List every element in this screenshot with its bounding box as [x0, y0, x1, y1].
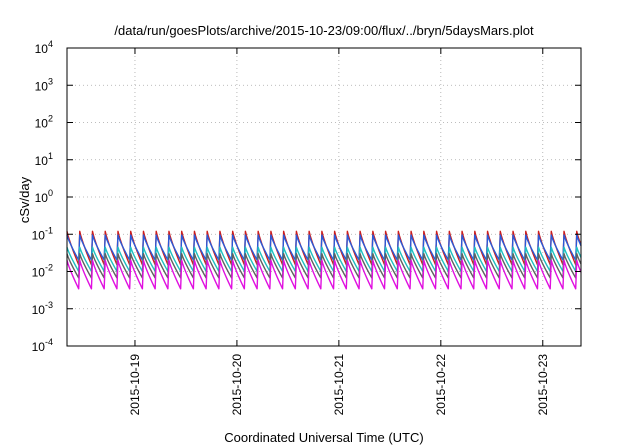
grid — [67, 48, 581, 346]
y-tick-label: 101 — [35, 151, 53, 168]
x-tick-label: 2015-10-22 — [434, 354, 448, 416]
y-tick-label: 10-1 — [32, 225, 53, 242]
series-line — [66, 259, 582, 290]
x-tick-label: 2015-10-23 — [536, 354, 550, 416]
series-group — [66, 230, 582, 290]
x-tick-labels: 2015-10-19 2015-10-20 2015-10-21 2015-10-22… — [128, 354, 550, 416]
chart-title: /data/run/goesPlots/archive/2015-10-23/0… — [114, 23, 534, 38]
series-line — [66, 246, 582, 273]
y-tick-label: 102 — [35, 114, 53, 131]
y-tick-label: 10-3 — [32, 300, 53, 317]
y-tick-label: 10-2 — [32, 263, 53, 280]
y-tick-label: 104 — [35, 39, 53, 56]
axis-ticks — [67, 47, 581, 347]
x-tick-label: 2015-10-20 — [230, 354, 244, 416]
series-line — [66, 234, 582, 261]
x-tick-label: 2015-10-19 — [128, 354, 142, 416]
y-tick-label: 10-4 — [32, 337, 53, 354]
x-tick-label: 2015-10-21 — [332, 354, 346, 416]
y-tick-labels: 10-4 10-3 10-2 10-1 100 101 102 103 104 — [32, 39, 53, 354]
x-axis-label: Coordinated Universal Time (UTC) — [224, 430, 423, 445]
y-tick-label: 103 — [35, 76, 53, 93]
y-tick-label: 100 — [35, 188, 53, 205]
y-axis-label: cSv/day — [17, 176, 32, 223]
series-line — [66, 253, 582, 279]
